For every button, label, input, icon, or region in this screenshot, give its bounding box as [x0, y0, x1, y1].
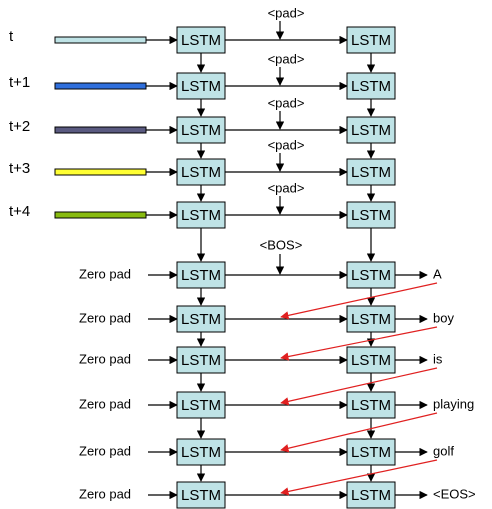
- feature-bar: [54, 82, 147, 90]
- lstm-decoder-left-label: LSTM: [181, 487, 221, 504]
- lstm-decoder-left-label: LSTM: [181, 444, 221, 461]
- lstm-encoder-left-label: LSTM: [181, 122, 221, 139]
- output-word: <EOS>: [433, 486, 476, 501]
- lstm-encoder-left-label: LSTM: [181, 207, 221, 224]
- output-word: playing: [433, 396, 474, 411]
- pad-token: <pad>: [268, 180, 305, 195]
- lstm-decoder-left-box: [176, 346, 226, 374]
- connection-lines: [146, 21, 428, 500]
- feature-bar: [54, 126, 147, 134]
- lstm-decoder-left-box: [176, 438, 226, 466]
- lstm-encoder-right-label: LSTM: [351, 78, 391, 95]
- lstm-decoder-right-label: LSTM: [351, 444, 391, 461]
- pad-token: <pad>: [268, 137, 305, 152]
- lstm-decoder-left-box: [176, 391, 226, 419]
- lstm-encoder-right-box: [346, 26, 396, 54]
- lstm-decoder-right-box: [346, 391, 396, 419]
- lstm-decoder-right-label: LSTM: [351, 267, 391, 284]
- feedback-arrow: [280, 412, 438, 453]
- lstm-decoder-left-box: [176, 305, 226, 333]
- lstm-encoder-right-label: LSTM: [351, 122, 391, 139]
- pad-token: <pad>: [268, 95, 305, 110]
- timestep-label: t+4: [9, 203, 30, 220]
- lstm-decoder-left-label: LSTM: [181, 352, 221, 369]
- output-word: is: [433, 351, 443, 366]
- zero-pad-label: Zero pad: [79, 443, 131, 458]
- lstm-decoder-right-label: LSTM: [351, 311, 391, 328]
- lstm-encoder-left-box: [176, 158, 226, 186]
- pad-token: <pad>: [268, 5, 305, 20]
- lstm-decoder-left-box: [176, 261, 226, 289]
- feedback-arrow: [280, 326, 438, 361]
- output-word: boy: [433, 310, 454, 325]
- feature-bar: [54, 36, 147, 44]
- lstm-encoder-right-box: [346, 116, 396, 144]
- lstm-encoder-right-label: LSTM: [351, 207, 391, 224]
- bos-token: <BOS>: [260, 237, 303, 252]
- zero-pad-label: Zero pad: [79, 351, 131, 366]
- zero-pad-label: Zero pad: [79, 396, 131, 411]
- lstm-encoder-right-box: [346, 72, 396, 100]
- lstm-encoder-right-box: [346, 158, 396, 186]
- lstm-encoder-left-box: [176, 201, 226, 229]
- timestep-label: t+1: [9, 74, 30, 91]
- lstm-decoder-left-label: LSTM: [181, 267, 221, 284]
- lstm-encoder-left-label: LSTM: [181, 78, 221, 95]
- lstm-encoder-right-label: LSTM: [351, 164, 391, 181]
- lstm-decoder-right-label: LSTM: [351, 487, 391, 504]
- lstm-encoder-left-box: [176, 72, 226, 100]
- feedback-arrows: [280, 282, 438, 496]
- output-word: golf: [433, 443, 454, 458]
- lstm-decoder-left-box: [176, 481, 226, 509]
- feedback-arrow: [280, 459, 438, 496]
- lstm-decoder-right-label: LSTM: [351, 397, 391, 414]
- lstm-encoder-left-box: [176, 116, 226, 144]
- lstm-decoder-right-box: [346, 261, 396, 289]
- labels: t <pad> LSTM LSTM t+1 <pad> LSTM LSTM t+2 <pad> LS…: [9, 5, 476, 504]
- lstm-encoder-left-label: LSTM: [181, 164, 221, 181]
- zero-pad-label: Zero pad: [79, 266, 131, 281]
- feature-bar: [54, 168, 147, 176]
- lstm-decoder-right-box: [346, 481, 396, 509]
- zero-pad-label: Zero pad: [79, 310, 131, 325]
- output-word: A: [433, 266, 442, 281]
- lstm-cells: [54, 26, 396, 509]
- lstm-decoder-right-box: [346, 305, 396, 333]
- lstm-decoder-right-box: [346, 346, 396, 374]
- feature-bar: [54, 211, 147, 219]
- timestep-label: t+3: [9, 160, 30, 177]
- feedback-arrow: [280, 282, 438, 320]
- timestep-label: t: [9, 28, 14, 45]
- lstm-encoder-right-box: [346, 201, 396, 229]
- timestep-label: t+2: [9, 118, 30, 135]
- zero-pad-label: Zero pad: [79, 486, 131, 501]
- lstm-encoder-right-label: LSTM: [351, 32, 391, 49]
- lstm-encoder-left-box: [176, 26, 226, 54]
- pad-token: <pad>: [268, 51, 305, 66]
- lstm-encoder-left-label: LSTM: [181, 32, 221, 49]
- feedback-arrow: [280, 367, 438, 406]
- lstm-decoder-left-label: LSTM: [181, 397, 221, 414]
- lstm-decoder-right-box: [346, 438, 396, 466]
- lstm-decoder-right-label: LSTM: [351, 352, 391, 369]
- lstm-decoder-left-label: LSTM: [181, 311, 221, 328]
